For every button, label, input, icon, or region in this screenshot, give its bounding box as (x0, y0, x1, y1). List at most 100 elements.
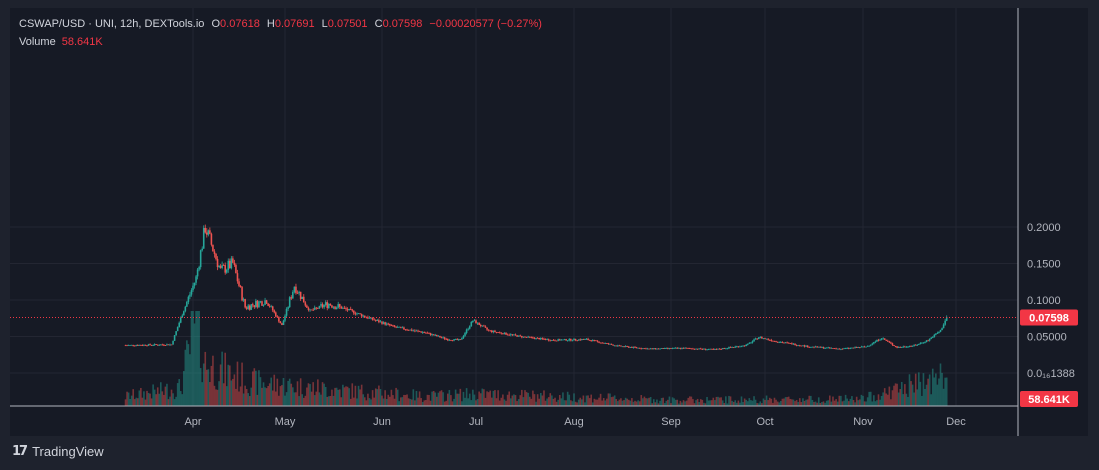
volume-bar (805, 399, 807, 406)
candle-body (143, 344, 145, 346)
volume-bar (382, 398, 385, 406)
candle-body (379, 321, 382, 323)
volume-bar (392, 395, 394, 406)
candle-body (676, 347, 679, 349)
volume-bar (138, 390, 141, 406)
volume-bar (776, 401, 779, 406)
volume-bar (844, 394, 847, 406)
candle-body (508, 334, 510, 336)
volume-bar (817, 397, 820, 406)
volume-bar (221, 351, 223, 406)
candle-body (568, 338, 571, 341)
candle-body (768, 339, 771, 341)
candle-body (668, 348, 671, 349)
candle-body (772, 340, 774, 342)
low-value: 0.07501 (327, 18, 368, 30)
candle-body (900, 347, 903, 348)
volume-bar (830, 401, 833, 406)
volume-bar (814, 401, 817, 406)
volume-bar (412, 389, 415, 406)
volume-bar (343, 387, 346, 406)
candle-body (841, 348, 844, 350)
candle-body (869, 344, 872, 346)
volume-bar (337, 389, 339, 406)
volume-bar (245, 389, 248, 406)
candle-body (681, 348, 683, 349)
volume-bar (489, 390, 492, 406)
candle-body (693, 348, 696, 350)
candle-body (541, 338, 544, 339)
candle-body (877, 339, 880, 341)
candle-body (450, 340, 452, 341)
volume-bar (381, 395, 383, 406)
candle-body (916, 344, 919, 346)
candle-body (704, 348, 707, 350)
volume-bar (582, 395, 585, 406)
volume-bar (173, 399, 176, 406)
volume-bar (549, 393, 552, 406)
candle-body (224, 265, 226, 273)
volume-bar (193, 323, 196, 406)
candle-body (560, 339, 563, 341)
candle-body (806, 345, 809, 348)
volume-bar (346, 386, 349, 406)
volume-bar (513, 394, 515, 406)
volume-bar (495, 398, 498, 406)
candle-body (756, 338, 758, 340)
volume-bar (421, 401, 424, 406)
candle-body (273, 310, 276, 313)
candle-body (574, 338, 577, 341)
volume-bar (931, 368, 934, 406)
volume-legend: Volume 58.641K (19, 36, 103, 48)
candle-body (925, 340, 928, 343)
candle-body (868, 345, 870, 347)
volume-bar (406, 394, 408, 406)
volume-bar (617, 401, 619, 406)
volume-bar (278, 395, 280, 406)
volume-bar (318, 392, 321, 406)
volume-bar (367, 393, 369, 406)
volume-bar (516, 401, 518, 406)
volume-bar (761, 403, 763, 406)
volume-bar (315, 391, 318, 406)
candle-body (549, 340, 552, 342)
y-tick-label: 0.1000 (1027, 295, 1061, 307)
candle-body (315, 307, 318, 309)
candle-body (484, 326, 487, 328)
volume-bar (320, 394, 322, 406)
volume-bar (275, 391, 277, 406)
candle-body (445, 338, 448, 340)
branding-footer[interactable]: 17 TradingView (12, 444, 104, 459)
volume-bar (288, 378, 291, 406)
volume-bar (745, 399, 747, 406)
x-tick-label: Sep (661, 416, 681, 428)
candle-body (857, 347, 860, 348)
tradingview-logo-icon[interactable]: 17 (12, 444, 28, 459)
candle-body (500, 332, 503, 334)
candle-body (525, 336, 528, 338)
candle-body (849, 347, 852, 349)
candle-body (317, 307, 319, 309)
candle-body (922, 342, 925, 344)
volume-bar (317, 379, 319, 406)
candle-body (689, 348, 691, 349)
candle-body (830, 347, 833, 349)
volume-bar (863, 401, 866, 406)
volume-bar (393, 398, 396, 406)
volume-bar (255, 370, 257, 406)
price-chart[interactable]: Apr May Jun Jul Aug Sep Oct Nov Dec 0.2000 0.1500 0… (10, 8, 1088, 436)
volume-bar (259, 377, 262, 406)
candle-body (209, 230, 211, 234)
candle-body (442, 337, 444, 339)
volume-bar (483, 389, 485, 406)
chart-panel[interactable]: Apr May Jun Jul Aug Sep Oct Nov Dec 0.2000 0.1500 0… (10, 8, 1088, 436)
volume-bar (164, 386, 167, 406)
candle-body (798, 345, 801, 347)
volume-bar (566, 391, 569, 406)
volume-bar (166, 383, 168, 406)
candle-body (521, 336, 523, 338)
candle-body (505, 332, 507, 335)
volume-bar (335, 387, 338, 406)
candle-body (415, 330, 418, 332)
tradingview-name[interactable]: TradingView (32, 444, 104, 459)
